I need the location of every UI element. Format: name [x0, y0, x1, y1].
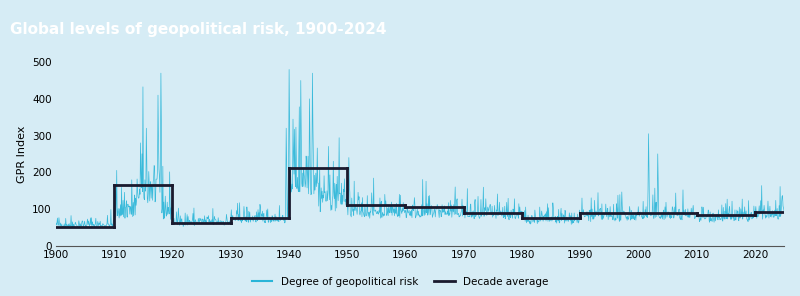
- Y-axis label: GPR Index: GPR Index: [17, 125, 26, 183]
- Legend: Degree of geopolitical risk, Decade average: Degree of geopolitical risk, Decade aver…: [247, 272, 553, 291]
- Text: Global levels of geopolitical risk, 1900-2024: Global levels of geopolitical risk, 1900…: [10, 22, 386, 37]
